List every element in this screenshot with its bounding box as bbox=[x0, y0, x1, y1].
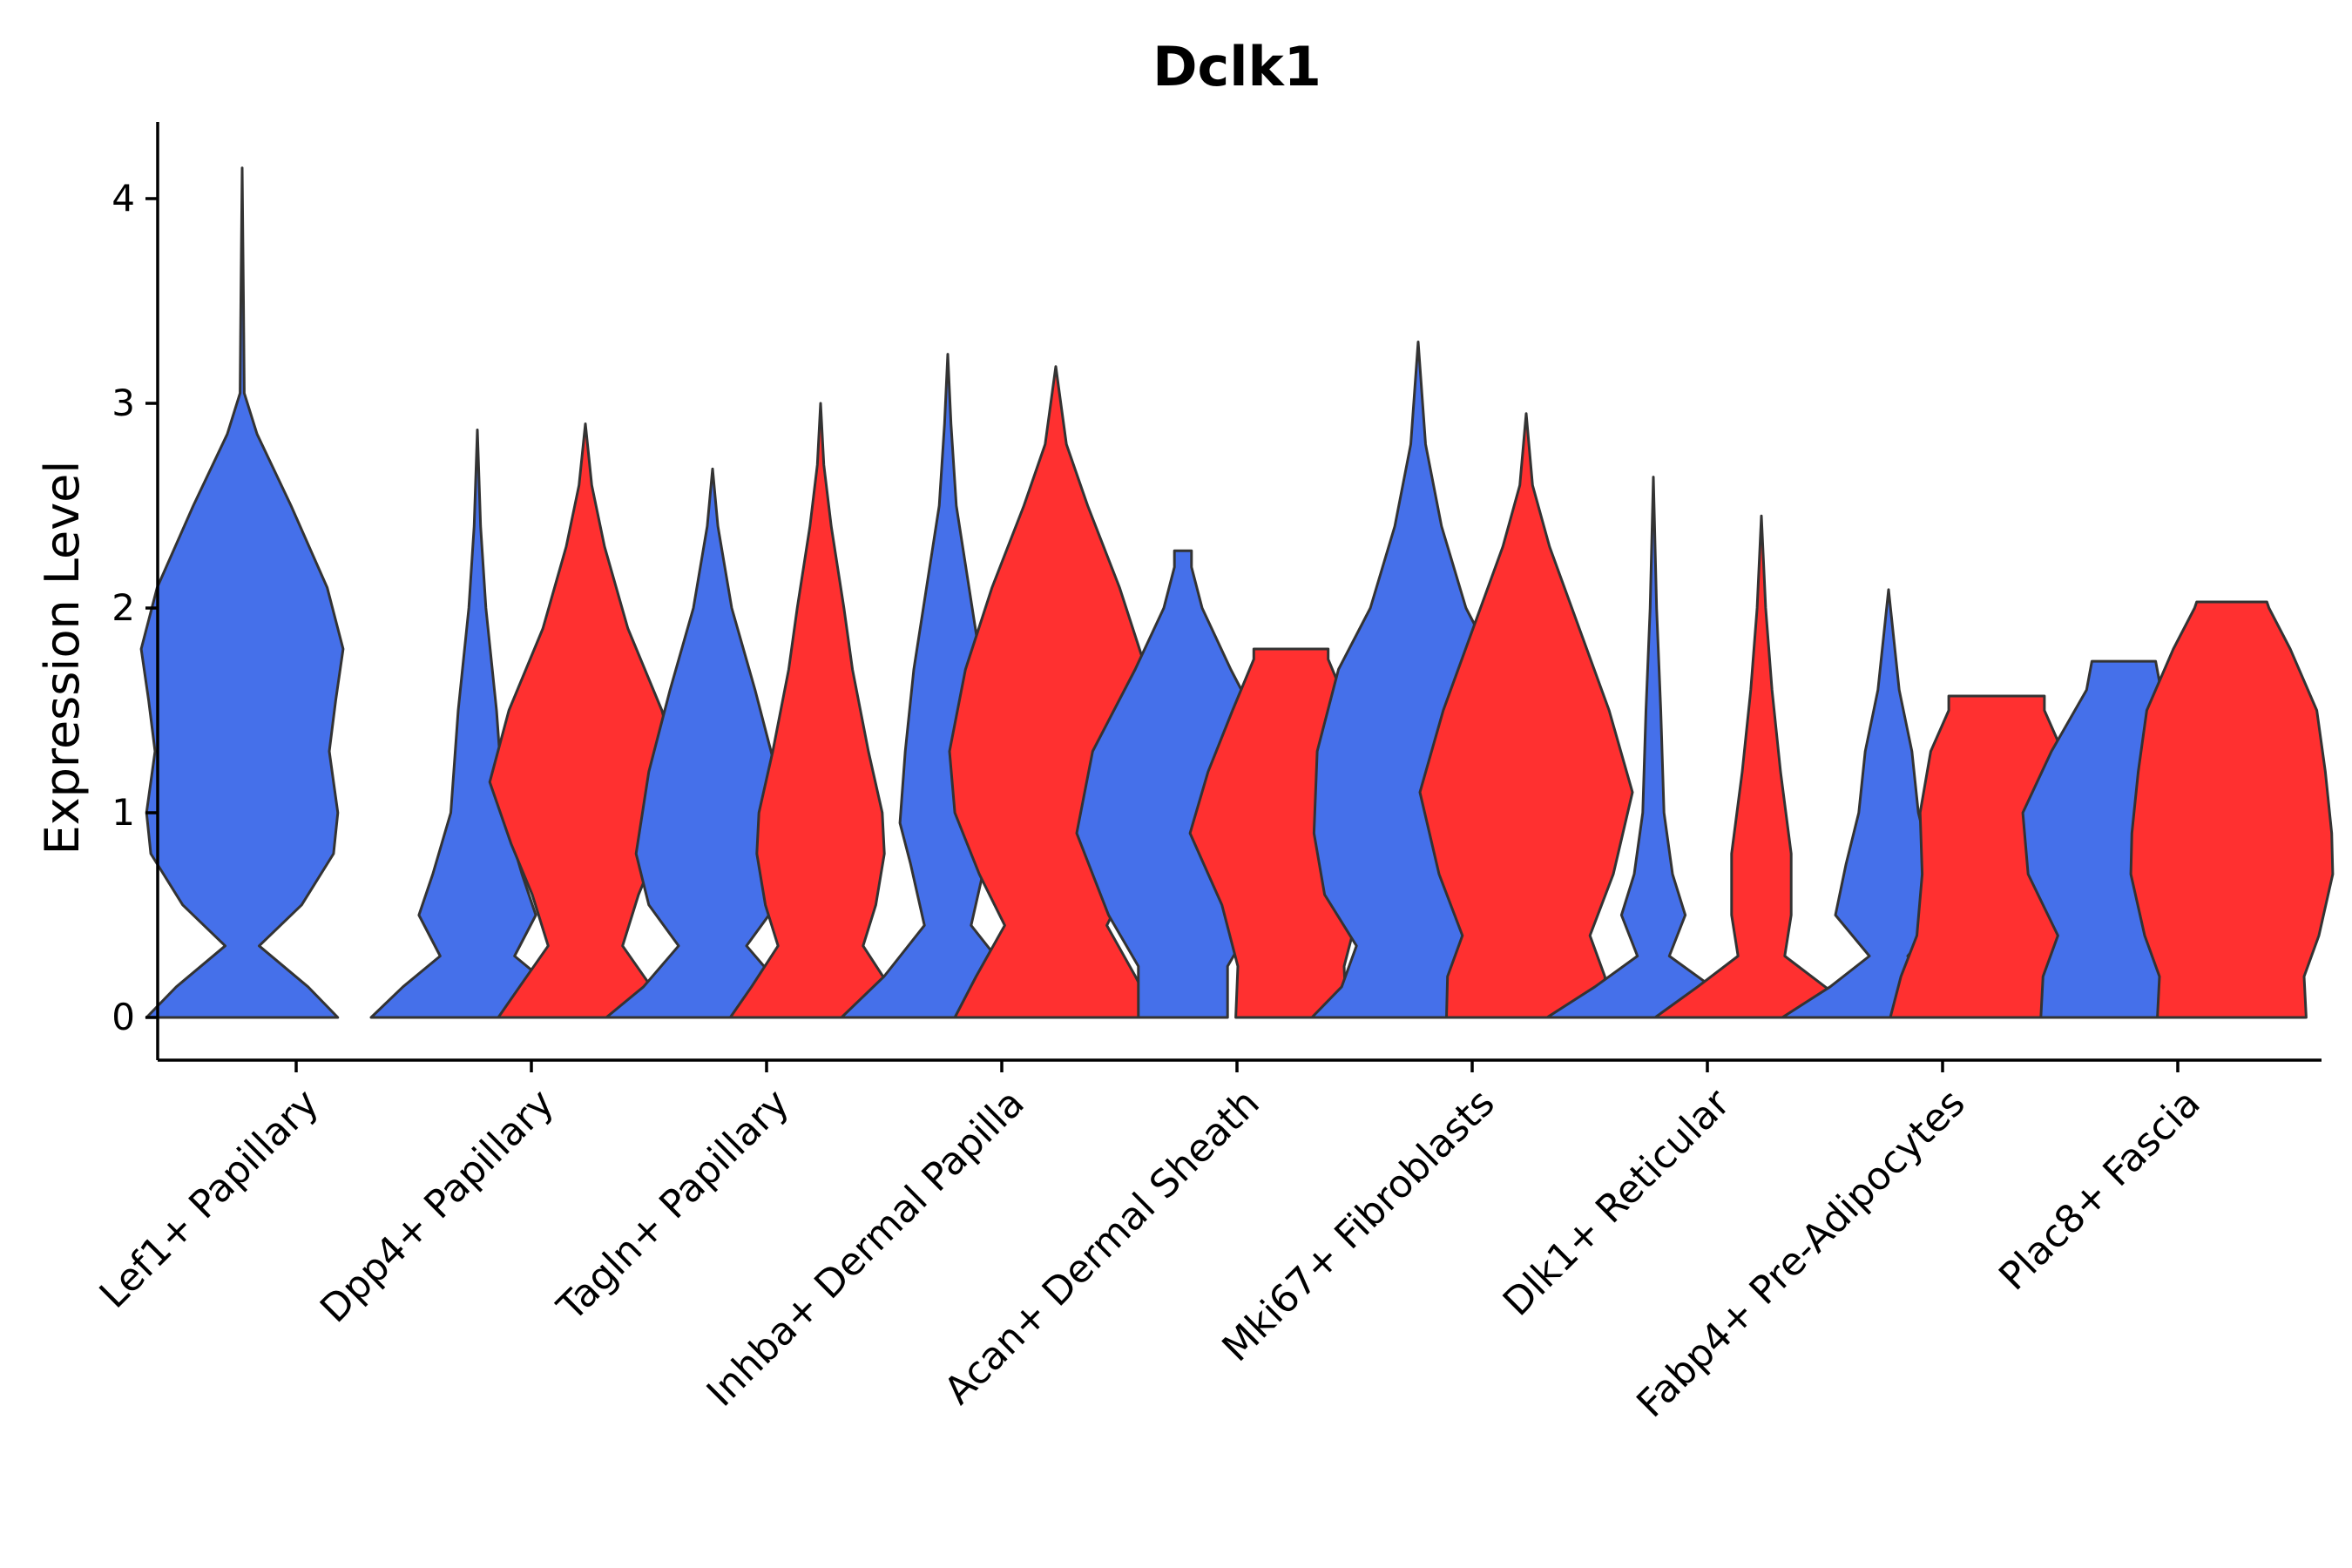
x-tick-label-dpp4-papillary: Dpp4+ Papillary bbox=[312, 1081, 563, 1332]
x-tick-label-plac8-fascia: Plac8+ Fascia bbox=[1990, 1081, 2209, 1300]
chart-title: Dclk1 bbox=[1152, 35, 1321, 98]
x-tick-label-lef1-papillary: Lef1+ Papillary bbox=[91, 1081, 328, 1317]
violin-tagln-papillary-group-2 bbox=[728, 402, 913, 1019]
x-tick-label-tagln-papillary: Tagln+ Papillary bbox=[549, 1081, 798, 1330]
y-axis-label: Expression Level bbox=[35, 461, 90, 855]
violins-layer bbox=[139, 166, 2335, 1019]
violin-dpp4-papillary-group-1 bbox=[369, 429, 585, 1019]
violin-dlk1-reticular-group-2 bbox=[1653, 514, 1869, 1019]
y-tick-label-1: 1 bbox=[112, 791, 135, 834]
y-tick-label-2: 2 bbox=[112, 586, 135, 629]
y-tick-label-0: 0 bbox=[112, 996, 135, 1038]
violin-lef1-papillary-group-1 bbox=[139, 166, 345, 1019]
violin-mki67-fibroblasts-group-2 bbox=[1418, 412, 1634, 1019]
y-tick-label-4: 4 bbox=[112, 177, 135, 220]
violin-plac8-fascia-group-2 bbox=[2129, 600, 2335, 1019]
x-tick-label-mki67-fibroblasts: Mki67+ Fibroblasts bbox=[1213, 1081, 1503, 1370]
violin-dlk1-reticular-group-1 bbox=[1545, 476, 1761, 1019]
y-tick-label-3: 3 bbox=[112, 382, 135, 424]
x-tick-label-dlk1-reticular: Dlk1+ Reticular bbox=[1495, 1080, 1740, 1325]
